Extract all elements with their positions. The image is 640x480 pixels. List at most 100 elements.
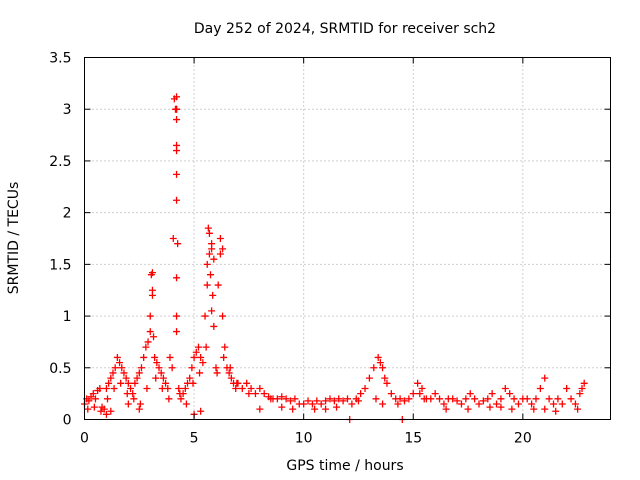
data-point [541,405,549,413]
data-point [528,400,536,408]
data-point [348,400,356,408]
data-point [131,379,139,387]
data-point [107,407,115,415]
data-point [436,395,444,403]
data-point [109,369,117,377]
data-point [453,397,461,405]
data-point [278,393,286,401]
y-tick-label: 1.5 [49,257,71,273]
data-point [365,374,373,382]
data-point [574,405,582,413]
data-point [159,374,167,382]
data-point [497,395,505,403]
y-tick-label: 3 [63,102,72,118]
data-point [150,333,158,341]
data-point [317,400,325,408]
data-point [216,250,224,258]
data-point [322,397,330,405]
data-point [578,384,586,392]
data-point [488,390,496,398]
data-point [508,405,516,413]
data-point [238,384,246,392]
data-point [157,369,165,377]
data-point [110,384,118,392]
data-point [199,359,207,367]
data-point [208,307,216,315]
data-point [523,395,531,403]
data-point [116,359,124,367]
data-point [97,407,105,415]
data-point [493,400,501,408]
data-point [207,271,215,279]
data-point [104,395,112,403]
data-point [220,353,228,361]
data-point [219,312,227,320]
data-point [135,405,143,413]
data-point [330,397,338,405]
data-point [219,245,227,253]
data-point [205,250,213,258]
data-point [227,374,235,382]
data-point [118,364,126,372]
data-point [291,395,299,403]
data-point [210,255,218,263]
plot-frame [84,57,611,420]
data-point [120,369,128,377]
data-point [158,384,166,392]
data-point [208,245,216,253]
data-point [122,374,130,382]
data-point [173,105,181,113]
data-point [107,374,115,382]
data-point [102,410,110,418]
y-tick-label: 2.5 [49,154,71,170]
data-point [251,390,259,398]
data-point [530,405,538,413]
data-point [124,400,132,408]
data-point [304,397,312,405]
data-point [567,395,575,403]
data-point [113,353,121,361]
data-point [210,322,218,330]
data-point [381,374,389,382]
data-point [182,400,190,408]
data-point [554,395,562,403]
data-point [431,390,439,398]
data-point [226,364,234,372]
chart-title: Day 252 of 2024, SRMTID for receiver sch… [194,21,496,37]
data-point [396,395,404,403]
data-point [354,397,362,405]
data-point [174,240,182,248]
data-point [186,374,194,382]
data-point [173,196,181,204]
x-tick-label: 15 [404,431,422,447]
data-point [123,390,131,398]
data-point [464,405,472,413]
data-point [152,374,160,382]
y-tick-label: 0 [63,413,72,429]
y-tick-label: 0.5 [49,361,71,377]
data-point [514,400,522,408]
data-point [96,384,104,392]
data-point [247,384,255,392]
data-point [394,400,402,408]
data-point [153,359,161,367]
data-point [146,328,154,336]
data-point [232,384,240,392]
data-point [245,390,253,398]
x-tick-label: 5 [190,431,199,447]
data-point [376,359,384,367]
data-point [558,400,566,408]
data-point [372,395,380,403]
data-point [137,364,145,372]
data-point [173,312,181,320]
data-point [550,400,558,408]
data-point [221,343,229,351]
data-point [181,384,189,392]
data-point [322,405,330,413]
y-axis: 0 0.5 1 1.5 2 2.5 3 3.5 [49,51,611,429]
data-point [203,260,211,268]
data-point [273,395,281,403]
data-point [379,364,387,372]
data-point [541,374,549,382]
data-point [370,364,378,372]
